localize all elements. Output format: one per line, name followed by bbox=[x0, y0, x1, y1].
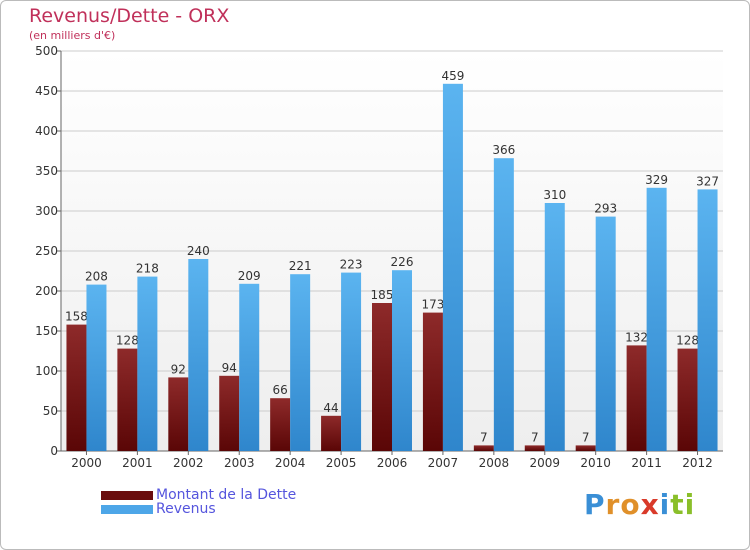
bar-revenus bbox=[341, 272, 362, 451]
logo-letter: r bbox=[605, 488, 621, 521]
bar-revenus bbox=[137, 276, 158, 451]
bar-revenus bbox=[290, 274, 311, 451]
bar-dette bbox=[575, 445, 596, 451]
y-tick-label: 50 bbox=[43, 404, 58, 418]
legend-swatch-dette bbox=[101, 490, 153, 500]
data-label-dette: 158 bbox=[65, 310, 88, 324]
logo-letter: P bbox=[584, 488, 606, 521]
data-label-revenus: 218 bbox=[136, 262, 159, 276]
y-tick-label: 250 bbox=[35, 244, 58, 258]
bar-dette bbox=[524, 445, 545, 451]
data-label-revenus: 327 bbox=[696, 174, 719, 188]
bar-dette bbox=[372, 303, 392, 451]
x-tick-label: 2008 bbox=[479, 456, 510, 470]
data-label-revenus: 366 bbox=[492, 143, 515, 157]
y-tick-label: 350 bbox=[35, 164, 58, 178]
bar-revenus bbox=[646, 187, 667, 452]
bar-revenus bbox=[442, 83, 463, 452]
x-tick-label: 2012 bbox=[682, 456, 713, 470]
data-label-revenus: 223 bbox=[340, 258, 363, 272]
x-tick-label: 2005 bbox=[326, 456, 357, 470]
logo-letter: i bbox=[684, 488, 696, 521]
bar-dette bbox=[473, 445, 494, 451]
bar-dette bbox=[66, 324, 87, 451]
bar-dette bbox=[219, 375, 240, 451]
chart-title: Revenus/Dette - ORX bbox=[29, 5, 230, 27]
x-tick-label: 2003 bbox=[224, 456, 255, 470]
bar-dette bbox=[626, 345, 647, 451]
legend-label-dette: Montant de la Dette bbox=[156, 487, 297, 503]
data-label-dette: 132 bbox=[625, 330, 648, 344]
x-tick-label: 2011 bbox=[631, 456, 662, 470]
bar-dette bbox=[270, 398, 291, 451]
data-label-dette: 128 bbox=[116, 334, 139, 348]
data-label-revenus: 226 bbox=[391, 255, 414, 269]
x-tick-label: 2010 bbox=[580, 456, 611, 470]
data-label-dette: 7 bbox=[480, 430, 488, 444]
data-label-revenus: 459 bbox=[441, 69, 464, 83]
bar-revenus bbox=[595, 216, 616, 451]
logo-letter: t bbox=[670, 488, 685, 521]
legend-label-revenus: Revenus bbox=[156, 501, 216, 517]
logo-letter: x bbox=[640, 488, 660, 521]
data-label-dette: 7 bbox=[582, 430, 590, 444]
bar-dette bbox=[677, 348, 698, 451]
data-label-revenus: 329 bbox=[645, 173, 668, 187]
bar-revenus bbox=[544, 203, 565, 451]
x-tick-label: 2004 bbox=[275, 456, 306, 470]
bar-dette bbox=[168, 377, 189, 451]
data-label-revenus: 209 bbox=[238, 269, 261, 283]
y-tick-label: 300 bbox=[35, 204, 58, 218]
bar-dette bbox=[422, 312, 443, 451]
x-tick-label: 2001 bbox=[122, 456, 153, 470]
y-tick-label: 450 bbox=[35, 84, 58, 98]
data-label-revenus: 208 bbox=[85, 270, 108, 284]
x-tick-label: 2000 bbox=[71, 456, 102, 470]
bar-dette bbox=[321, 415, 342, 451]
logo-letter: i bbox=[659, 488, 671, 521]
data-label-dette: 94 bbox=[222, 361, 237, 375]
logo-letter: o bbox=[620, 488, 641, 521]
x-tick-label: 2009 bbox=[529, 456, 560, 470]
data-label-revenus: 293 bbox=[594, 202, 617, 216]
data-label-revenus: 310 bbox=[543, 188, 566, 202]
data-label-dette: 66 bbox=[273, 383, 288, 397]
bar-revenus bbox=[188, 259, 209, 451]
legend-item-dette: Montant de la Dette bbox=[101, 487, 296, 503]
data-label-dette: 7 bbox=[531, 430, 539, 444]
data-label-dette: 173 bbox=[421, 298, 444, 312]
bar-revenus bbox=[86, 284, 107, 451]
legend-item-revenus: Revenus bbox=[101, 501, 216, 517]
bar-revenus bbox=[239, 283, 260, 451]
y-tick-label: 0 bbox=[50, 444, 58, 458]
x-tick-label: 2007 bbox=[428, 456, 459, 470]
y-tick-label: 150 bbox=[35, 324, 58, 338]
data-label-dette: 185 bbox=[371, 288, 394, 302]
data-label-dette: 44 bbox=[323, 401, 338, 415]
y-tick-label: 100 bbox=[35, 364, 58, 378]
y-tick-label: 400 bbox=[35, 124, 58, 138]
bar-revenus bbox=[493, 158, 514, 451]
x-tick-label: 2002 bbox=[173, 456, 204, 470]
bar-dette bbox=[117, 348, 138, 451]
chart-subtitle: (en milliers d'€) bbox=[29, 29, 116, 42]
data-label-dette: 128 bbox=[676, 334, 699, 348]
legend-swatch-revenus bbox=[101, 504, 153, 514]
y-tick-label: 500 bbox=[35, 44, 58, 58]
data-label-revenus: 221 bbox=[289, 259, 312, 273]
y-tick-label: 200 bbox=[35, 284, 58, 298]
bar-revenus bbox=[392, 270, 412, 451]
x-tick-label: 2006 bbox=[377, 456, 408, 470]
proxiti-logo: Proxiti bbox=[584, 488, 695, 521]
data-label-dette: 92 bbox=[171, 362, 186, 376]
bar-revenus bbox=[697, 189, 718, 451]
data-label-revenus: 240 bbox=[187, 244, 210, 258]
